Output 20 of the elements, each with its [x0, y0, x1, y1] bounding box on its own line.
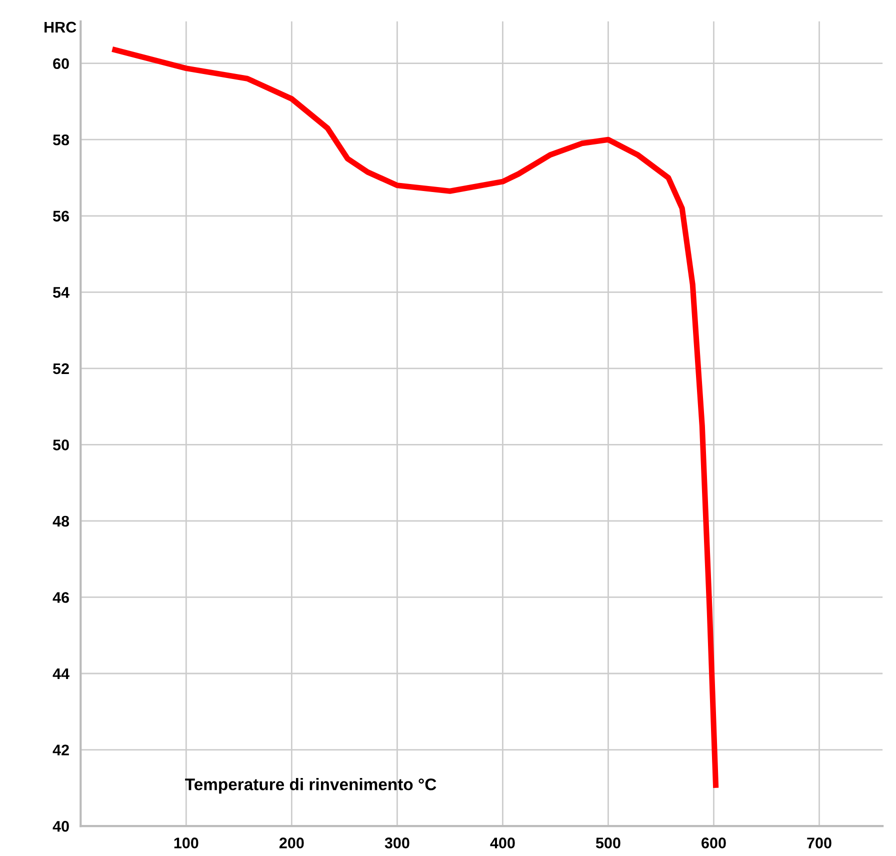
y-axis-title: HRC — [44, 22, 76, 33]
y-tick-label: 48 — [52, 516, 70, 527]
x-tick-label: 200 — [279, 838, 304, 848]
x-tick-label: 600 — [702, 838, 726, 848]
y-tick-label: 60 — [53, 58, 69, 70]
y-tick-label: 40 — [52, 820, 69, 832]
x-axis-title: Temperature di rinvenimento °C — [185, 778, 436, 794]
y-tick-label: 54 — [53, 287, 70, 298]
y-tick-label: 56 — [53, 210, 69, 222]
x-tick-label: 300 — [384, 838, 410, 848]
x-tick-label: 700 — [807, 838, 832, 848]
y-tick-label: 42 — [52, 744, 69, 756]
y-tick-label: 50 — [53, 440, 69, 450]
y-tick-label: 44 — [52, 668, 70, 680]
x-tick-label: 500 — [596, 838, 620, 848]
y-tick-label: 52 — [53, 363, 69, 374]
x-tick-label: 400 — [490, 838, 515, 848]
y-tick-label: 58 — [53, 134, 70, 146]
y-tick-label: 46 — [52, 592, 69, 603]
x-tick-label: 100 — [174, 838, 198, 848]
